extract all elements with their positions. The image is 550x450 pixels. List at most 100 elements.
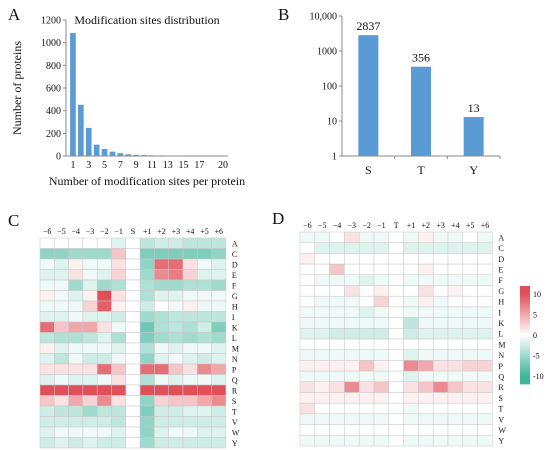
heatmap-c-cell — [154, 426, 169, 438]
heatmap-d-cell — [403, 424, 419, 436]
heatmap-c-row-label: Q — [232, 376, 238, 385]
chart-a-x-tick-label: 3 — [86, 160, 91, 171]
colorbar-segment — [520, 361, 530, 364]
heatmap-d-cell — [447, 295, 464, 308]
heatmap-c-row-label: N — [232, 355, 238, 364]
heatmap-d-cell — [329, 370, 345, 383]
colorbar-segment — [520, 310, 530, 313]
panel-b: B 1 10 100 1000 10,000 2837 S 356 T 13 Y — [278, 5, 501, 177]
heatmap-d-cell — [388, 370, 404, 383]
heatmap-c-cell — [197, 363, 212, 375]
colorbar-segment — [520, 337, 530, 340]
heatmap-d-cell — [299, 435, 316, 447]
colorbar-segment — [520, 379, 530, 383]
heatmap-c-col-label: −2 — [100, 227, 109, 236]
heatmap-d-cell — [344, 370, 360, 383]
heatmap-d-cell — [344, 295, 360, 308]
heatmap-c-cell — [39, 342, 55, 354]
panel-label-d: D — [272, 209, 284, 228]
chart-a-y-tick-label: 400 — [46, 106, 61, 117]
heatmap-c-cell — [96, 416, 112, 428]
heatmap-c-cell — [125, 416, 141, 428]
heatmap-d-cell — [447, 392, 464, 404]
heatmap-c-cell — [139, 426, 155, 438]
chart-b-y-tick-label: 10 — [327, 117, 337, 128]
heatmap-d-cell — [388, 231, 404, 243]
heatmap-d-cell — [314, 435, 330, 447]
heatmap-c-cell — [154, 416, 169, 428]
heatmap-c-cell — [125, 321, 141, 333]
chart-a-y-tick-label: 600 — [46, 84, 61, 95]
heatmap-c-cell — [182, 426, 198, 438]
heatmap-d-cell — [373, 435, 390, 447]
heatmap-c-cell — [154, 405, 169, 417]
heatmap-c-cell — [154, 332, 169, 344]
heatmap-d-cell — [373, 381, 390, 393]
heatmap-c-cell — [125, 384, 141, 396]
heatmap-d-cell — [314, 349, 330, 361]
heatmap-d-row-label: M — [498, 340, 505, 349]
heatmap-d-cell — [299, 317, 316, 329]
heatmap-c-cell — [182, 279, 198, 291]
heatmap-d-cell — [403, 435, 419, 447]
colorbar-segment — [520, 286, 530, 289]
heatmap-d-cell — [373, 285, 390, 297]
heatmap-c-cell — [68, 248, 84, 260]
heatmap-d-cell — [344, 381, 360, 393]
heatmap-c-cell — [82, 300, 98, 312]
heatmap-d-cell — [329, 424, 345, 436]
colorbar-segment — [520, 351, 530, 354]
heatmap-c-col-label: −5 — [57, 227, 66, 236]
heatmap-c-cell — [54, 384, 69, 396]
chart-a-x-tick-label: 7 — [118, 160, 123, 171]
heatmap-d-cell — [358, 328, 375, 340]
heatmap-c-cell — [182, 384, 198, 396]
chart-a-y-tick-label: 200 — [46, 129, 61, 140]
heatmap-d-cell — [447, 328, 464, 340]
heatmap-c-cell — [39, 437, 55, 449]
heatmap-c-cell — [68, 279, 84, 291]
colorbar-segment — [520, 332, 530, 336]
heatmap-d-cell — [358, 370, 375, 383]
heatmap-d-cell — [403, 295, 419, 308]
heatmap-c-cell — [82, 416, 98, 428]
heatmap-d-cell — [329, 263, 345, 276]
heatmap-d-cell — [477, 413, 493, 425]
chart-a-x-tick-label: 5 — [102, 160, 107, 171]
colorbar-segment — [520, 335, 530, 338]
heatmap-c-cell — [182, 395, 198, 407]
heatmap-d-cell — [447, 285, 464, 297]
heatmap-c-cell — [182, 342, 198, 354]
heatmap-d-col-label: +6 — [481, 221, 490, 230]
colorbar: 10 5 0 -5 -10 — [520, 286, 544, 385]
heatmap-d-col-label: −6 — [303, 221, 312, 230]
colorbar-segment — [520, 296, 530, 299]
heatmap-d-cell — [403, 306, 419, 318]
heatmap-c-cell — [68, 384, 84, 396]
heatmap-d-cell — [373, 242, 390, 254]
heatmap-d-cell — [418, 242, 434, 254]
heatmap-c-cell — [96, 290, 112, 302]
heatmap-d-cell — [314, 317, 330, 329]
heatmap-d-cell — [403, 349, 419, 361]
heatmap-d-col-label: −3 — [348, 221, 357, 230]
heatmap-c-col-label: +6 — [214, 227, 223, 236]
heatmap-d-cell — [403, 360, 419, 372]
heatmap-c-cell — [82, 290, 98, 302]
heatmap-d-cell — [447, 370, 464, 383]
heatmap-d-cell — [358, 413, 375, 425]
heatmap-c-cell — [154, 384, 169, 396]
heatmap-c-cell — [211, 248, 227, 260]
heatmap-c-cell — [54, 416, 69, 428]
heatmap-d-cell — [388, 317, 404, 329]
heatmap-c-cell — [168, 363, 184, 375]
heatmap-c-cell — [154, 321, 169, 333]
heatmap-d-cell — [314, 328, 330, 340]
heatmap-d-cell — [388, 306, 404, 318]
heatmap-d-cell — [373, 263, 390, 276]
heatmap-d-cell — [462, 349, 478, 361]
heatmap-d-cell — [477, 381, 493, 393]
chart-a-bar — [101, 148, 108, 156]
heatmap-c-cell — [39, 290, 55, 302]
heatmap-c-cell — [54, 279, 69, 291]
